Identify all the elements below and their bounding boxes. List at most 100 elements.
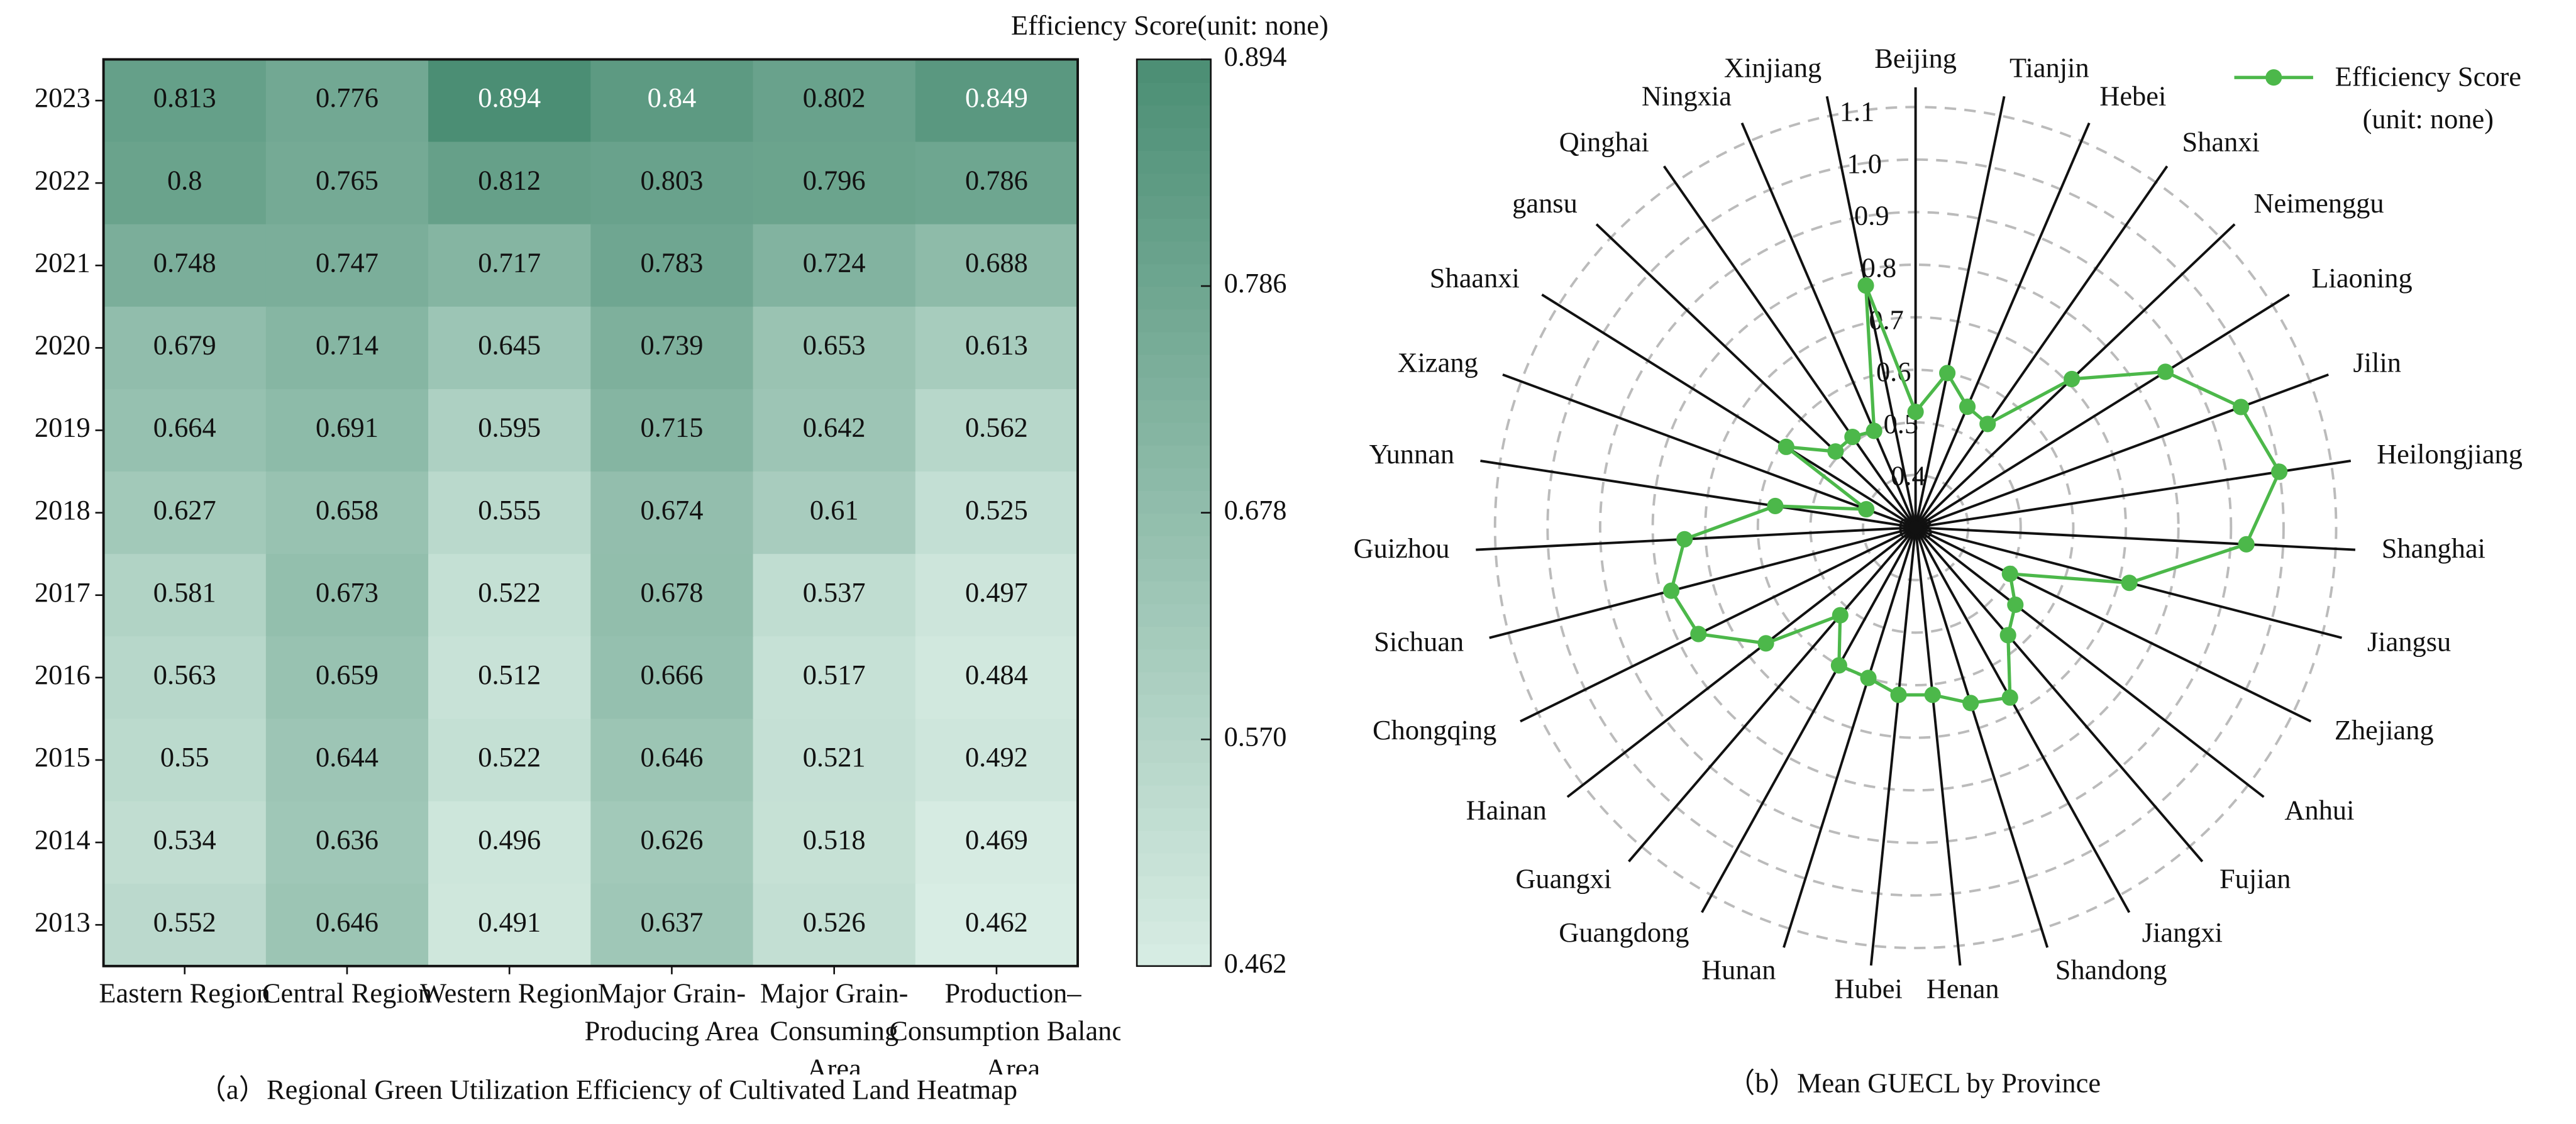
plot-frame	[102, 58, 1080, 967]
cell-label: 0.813	[153, 82, 216, 113]
heat-cell	[753, 883, 917, 967]
colorbar-step	[1137, 104, 1211, 128]
y-tick-label: 2013	[35, 906, 91, 937]
colorbar-step	[1137, 467, 1211, 491]
r-tick-label: 1.0	[1847, 148, 1882, 179]
cell-label: 0.748	[153, 246, 216, 278]
cell-label: 0.55	[160, 741, 209, 773]
cell-label: 0.739	[640, 329, 703, 361]
heat-cell	[103, 801, 267, 884]
x-tick-label: Western Region	[420, 978, 599, 1009]
heat-cell	[915, 719, 1079, 802]
series-marker	[1830, 657, 1847, 674]
spoke	[1595, 223, 1916, 529]
series-marker	[1979, 416, 1996, 433]
x-tick-label: Major Grain-Producing Area	[584, 978, 760, 1047]
series-marker	[1767, 497, 1784, 515]
heat-cell	[590, 636, 754, 720]
series-marker	[1959, 398, 1976, 416]
cell-label: 0.8	[167, 164, 202, 196]
colorbar-tick-label: 0.894	[1224, 41, 1287, 72]
colorbar-step	[1137, 195, 1211, 219]
heat-cell	[428, 636, 592, 720]
series-marker	[2001, 689, 2018, 706]
series-marker	[1858, 501, 1875, 518]
heat-cell	[103, 554, 267, 637]
colorbar-step	[1137, 218, 1211, 242]
cell-label: 0.646	[640, 741, 703, 773]
spoke	[1915, 373, 2329, 529]
spoke	[1520, 526, 1916, 723]
colorbar-step	[1137, 920, 1211, 945]
series-marker	[1857, 277, 1874, 294]
series-marker	[2238, 536, 2255, 553]
category-label: Tianjin	[2009, 52, 2089, 83]
category-label: Beijing	[1874, 42, 1957, 74]
spoke	[1915, 526, 2356, 551]
heat-cell	[590, 883, 754, 967]
cell-label: 0.522	[478, 576, 541, 608]
cell-label: 0.521	[803, 741, 866, 773]
heat-cell	[428, 306, 592, 390]
category-label: Yunnan	[1369, 438, 1454, 470]
cell-label: 0.562	[965, 412, 1028, 443]
colorbar-step	[1137, 354, 1211, 378]
cell-label: 0.678	[640, 576, 703, 608]
colorbar-step	[1137, 444, 1211, 468]
series-marker	[1777, 438, 1794, 455]
x-tick-label-box: Eastern Region	[99, 978, 270, 1009]
cell-label: 0.61	[810, 494, 859, 526]
heat-cell	[428, 719, 592, 802]
cell-label: 0.688	[965, 246, 1028, 278]
colorbar-step	[1137, 830, 1211, 854]
category-label: Shandong	[2055, 954, 2167, 985]
heat-cell	[428, 141, 592, 226]
spoke	[1915, 526, 2204, 862]
colorbar-step	[1137, 59, 1211, 83]
cell-label: 0.636	[316, 824, 379, 855]
legend-label-box: Efficiency Score (unit: none)	[2335, 61, 2521, 134]
series-marker	[1866, 422, 1882, 439]
series-marker	[1690, 625, 1707, 642]
colorbar-step	[1137, 558, 1211, 582]
heat-cell	[915, 554, 1079, 637]
spoke	[1628, 526, 1917, 862]
cell-label: 0.84	[648, 82, 697, 113]
cell-label: 0.666	[640, 659, 703, 690]
colorbar-step	[1137, 512, 1211, 536]
colorbar-step	[1137, 807, 1211, 831]
heat-cell	[265, 306, 429, 390]
spoke	[1783, 527, 1917, 948]
colorbar-step	[1137, 399, 1211, 423]
legend-marker	[2265, 69, 2282, 86]
cell-label: 0.627	[153, 494, 216, 526]
heat-cell	[915, 59, 1079, 143]
series-marker	[1907, 404, 1924, 421]
category-label: Hubei	[1834, 973, 1903, 1005]
heat-cell	[753, 224, 917, 308]
spoke	[1502, 373, 1916, 529]
heat-cell	[753, 636, 917, 720]
heat-cell	[428, 554, 592, 637]
heat-cell	[590, 554, 754, 637]
series-marker	[2064, 370, 2081, 388]
heat-cell	[428, 388, 592, 473]
category-label: Shanghai	[2382, 532, 2485, 564]
cell-label: 0.462	[965, 906, 1028, 937]
series-marker	[1844, 428, 1861, 446]
heat-cell	[103, 719, 267, 802]
colorbar-tick-label: 0.462	[1224, 947, 1287, 979]
cell-label: 0.796	[803, 164, 866, 196]
colorbar-step	[1137, 785, 1211, 808]
spoke	[1915, 526, 2265, 798]
cell-label: 0.645	[478, 329, 541, 361]
series-marker	[1827, 443, 1844, 460]
category-label: Anhui	[2284, 795, 2354, 826]
cell-label: 0.469	[965, 824, 1028, 855]
heat-cell	[265, 388, 429, 473]
series-marker	[1757, 635, 1774, 652]
category-label: Guizhou	[1354, 532, 1450, 564]
heat-cell	[590, 141, 754, 226]
heat-cell	[753, 59, 917, 143]
